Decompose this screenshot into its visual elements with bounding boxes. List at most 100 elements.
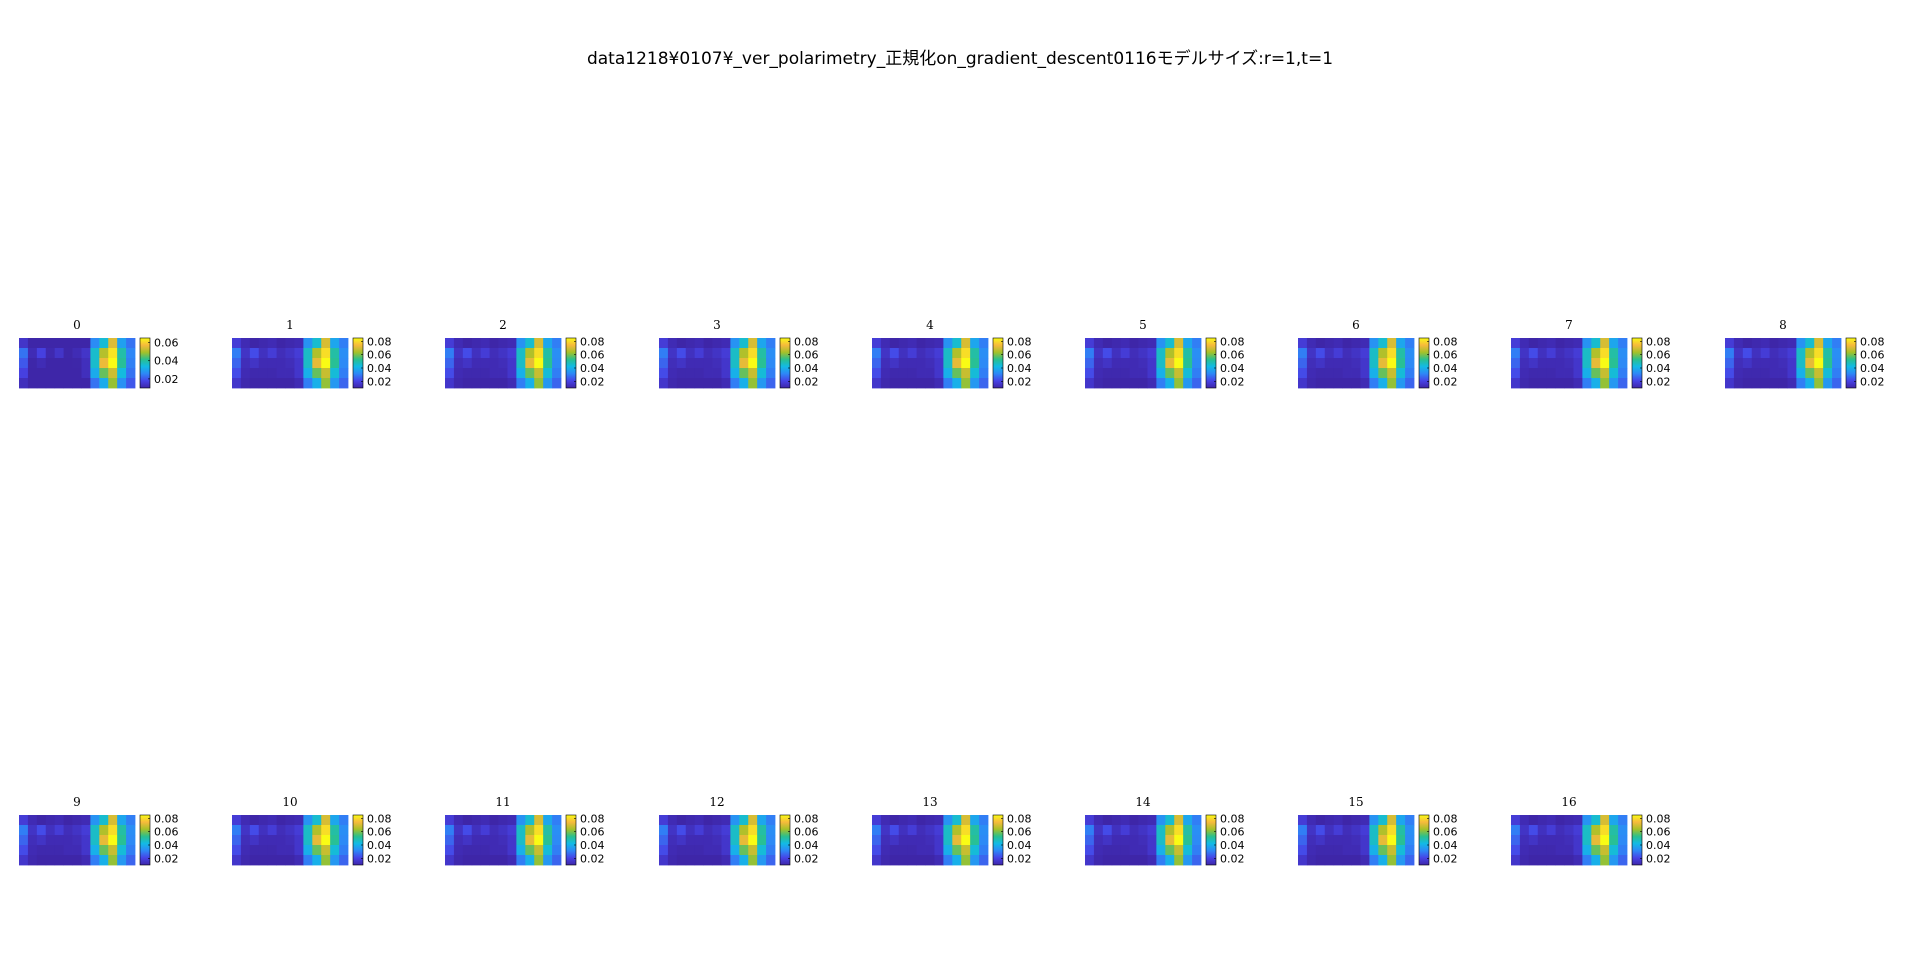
heatmap-cell [1147, 338, 1157, 349]
colorbar-tick-label: 0.02 [367, 852, 392, 865]
panel-title: 10 [282, 795, 298, 809]
heatmap-cell [694, 358, 705, 369]
heatmap-cell [1618, 368, 1628, 379]
colorbar-tick-label: 0.04 [1646, 362, 1671, 375]
heatmap-cell [1165, 845, 1175, 856]
heatmap-cell [1511, 815, 1521, 826]
heatmap-cell [1760, 348, 1771, 359]
heatmap-cell [27, 338, 38, 349]
heatmap-cell [285, 348, 295, 359]
heatmap-cell [1102, 855, 1113, 866]
heatmap-cell [1787, 368, 1797, 379]
heatmap-cell [249, 338, 260, 349]
heatmap-cell [1138, 825, 1148, 836]
heatmap-cell [1369, 835, 1379, 846]
heatmap-cell [330, 368, 340, 379]
heatmap-cell [1378, 825, 1388, 836]
heatmap-cell [1129, 338, 1139, 349]
heatmap-cell [1405, 815, 1415, 826]
heatmap-cell [1147, 845, 1157, 856]
heatmap-cell [1093, 815, 1104, 826]
colorbar [779, 814, 791, 866]
heatmap-cell [970, 835, 980, 846]
heatmap-cell [694, 815, 705, 826]
heatmap-cell [90, 368, 100, 379]
heatmap-cell [1102, 835, 1113, 846]
heatmap-cell [1511, 348, 1521, 359]
panel-title: 12 [709, 795, 725, 809]
heatmap-cell [543, 358, 553, 369]
heatmap-cell [232, 348, 242, 359]
heatmap-cell [1805, 358, 1815, 369]
heatmap-cell [1360, 855, 1370, 866]
heatmap-cell [303, 358, 313, 369]
heatmap-cell [249, 835, 260, 846]
heatmap-cell [721, 855, 731, 866]
heatmap-cell [312, 835, 322, 846]
heatmap-cell [970, 845, 980, 856]
heatmap-cell [685, 835, 696, 846]
heatmap-cell [1192, 855, 1202, 866]
heatmap-cell [63, 855, 73, 866]
colorbar-tick-label: 0.06 [1007, 826, 1032, 839]
heatmap-cell [880, 815, 891, 826]
heatmap-cell [979, 348, 989, 359]
heatmap-cell [258, 368, 269, 379]
heatmap-cell [1306, 348, 1317, 359]
heatmap-cell [1742, 368, 1753, 379]
heatmap-cell [498, 338, 508, 349]
heatmap-cell [1600, 835, 1610, 846]
heatmap-cell [19, 825, 29, 836]
heatmap-cell [1342, 855, 1352, 866]
heatmap-cell [45, 368, 56, 379]
heatmap-cell [1609, 368, 1619, 379]
heatmap-cell [330, 825, 340, 836]
heatmap-cell [45, 358, 56, 369]
heatmap-cell [1085, 358, 1095, 369]
heatmap-cell [285, 378, 295, 389]
heatmap-cell [330, 845, 340, 856]
heatmap-cell [19, 338, 29, 349]
heatmap-cell [498, 845, 508, 856]
heatmap-cell [1360, 338, 1370, 349]
heatmap-cell [1360, 368, 1370, 379]
heatmap-cell [1832, 348, 1842, 359]
heatmap-cell [489, 845, 499, 856]
heatmap-cell [1333, 825, 1344, 836]
heatmap-cell [45, 348, 56, 359]
heatmap-cell [36, 845, 47, 856]
heatmap-cell [72, 378, 82, 389]
heatmap-svg: 0.020.040.060.08 [232, 335, 392, 389]
heatmap-cell [72, 815, 82, 826]
colorbar-tick-label: 0.08 [1646, 812, 1671, 825]
heatmap-cell [525, 338, 535, 349]
heatmap-cell [961, 835, 971, 846]
heatmap-cell [471, 338, 482, 349]
heatmap-cell [339, 825, 349, 836]
colorbar-tick-label: 0.06 [1646, 349, 1671, 362]
heatmap-cell [1618, 358, 1628, 369]
heatmap-svg: 0.020.040.060.08 [1511, 335, 1671, 389]
heatmap-cell [321, 825, 331, 836]
heatmap-cell [1405, 358, 1415, 369]
heatmap-cell [730, 835, 740, 846]
heatmap-cell [748, 378, 758, 389]
heatmap-cell [889, 825, 900, 836]
heatmap-cell [1333, 378, 1344, 389]
heatmap-cell [1832, 378, 1842, 389]
heatmap-cell [1387, 855, 1397, 866]
heatmap-cell [1360, 378, 1370, 389]
heatmap-cell [757, 835, 767, 846]
heatmap-cell [330, 815, 340, 826]
heatmap-svg: 0.020.040.060.08 [872, 812, 1032, 866]
colorbar-tick-label: 0.08 [367, 335, 392, 348]
heatmap-cell [730, 855, 740, 866]
heatmap-cell [1156, 835, 1166, 846]
heatmap-cell [1093, 825, 1104, 836]
heatmap-panel-16: 16 0.02 0.04 0.06 0.08 [1511, 795, 1711, 875]
colorbar-tick-label: 0.08 [794, 812, 819, 825]
heatmap-cell [267, 845, 278, 856]
heatmap-cell [1546, 855, 1557, 866]
heatmap-cell [1546, 835, 1557, 846]
heatmap-cell [739, 368, 749, 379]
